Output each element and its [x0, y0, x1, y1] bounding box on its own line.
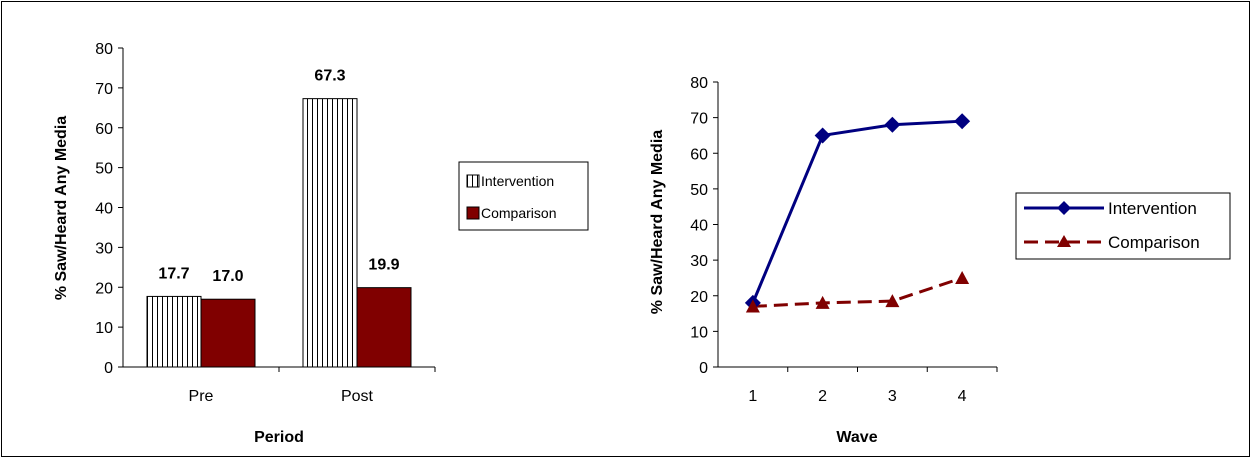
line-legend-label-intervention: Intervention — [1108, 199, 1197, 218]
line-x-axis-ticks: 1 2 3 4 — [748, 367, 998, 405]
bar-comparison-post — [356, 287, 412, 368]
bar-y-tick-label: 80 — [95, 41, 113, 58]
bar-data-labels: 17.7 67.3 17.0 19.9 — [158, 68, 399, 286]
line-y-axis-title: % Saw/Heard Any Media — [649, 130, 666, 314]
bar-intervention-post — [302, 98, 358, 368]
line-comparison — [752, 276, 963, 308]
bar-data-label: 17.7 — [158, 265, 189, 282]
bar-chart: 0 10 20 30 40 50 60 70 80 17.7 67.3 17.0 19.9 Pre Po… — [53, 41, 589, 446]
bar-x-axis-title: Period — [254, 429, 304, 446]
line-y-tick-label: 80 — [690, 75, 708, 92]
bar-data-label: 19.9 — [368, 257, 399, 274]
bar-legend: Intervention Comparison — [458, 161, 589, 231]
bar-data-label: 67.3 — [314, 68, 345, 85]
line-y-tick-label: 60 — [690, 146, 708, 163]
line-y-axis-ticks: 0 10 20 30 40 50 60 70 80 — [690, 75, 718, 377]
line-y-tick-label: 40 — [690, 218, 708, 235]
bar-y-axis-title: % Saw/Heard Any Media — [53, 116, 70, 300]
line-y-tick-label: 0 — [699, 360, 708, 377]
line-legend-triangle-icon — [1057, 235, 1071, 247]
bar-y-axis-ticks: 0 10 20 30 40 50 60 70 80 — [95, 41, 123, 377]
bar-comparison-pre — [200, 298, 256, 368]
bar-legend-label-intervention: Intervention — [481, 173, 554, 189]
bar-y-tick-label: 70 — [95, 81, 113, 98]
bar-marks — [146, 98, 412, 368]
line-x-tick-label: 4 — [958, 388, 967, 405]
bar-legend-box — [458, 161, 589, 231]
line-x-tick-label: 1 — [748, 388, 757, 405]
line-marker-intervention — [814, 127, 831, 144]
bar-data-label: 17.0 — [212, 268, 243, 285]
line-y-tick-label: 70 — [690, 111, 708, 128]
bar-intervention-pre — [146, 295, 202, 368]
line-marker-comparison — [955, 270, 970, 284]
line-legend-box — [1015, 192, 1231, 260]
line-x-tick-label: 3 — [888, 388, 897, 405]
bar-x-axis-ticks: Pre Post — [189, 367, 436, 405]
line-x-tick-label: 2 — [818, 388, 827, 405]
line-y-tick-label: 20 — [690, 289, 708, 306]
bar-x-tick-label: Pre — [189, 388, 214, 405]
bar-y-tick-label: 0 — [104, 360, 113, 377]
bar-y-tick-label: 30 — [95, 240, 113, 257]
line-markers — [744, 113, 971, 313]
line-intervention — [751, 119, 963, 304]
bar-legend-swatch-intervention — [466, 174, 480, 188]
line-series — [751, 119, 963, 308]
bar-y-tick-label: 50 — [95, 161, 113, 178]
line-y-tick-label: 50 — [690, 182, 708, 199]
bar-legend-swatch-comparison — [466, 206, 480, 220]
line-legend: Intervention Comparison — [1015, 192, 1231, 260]
bar-y-tick-label: 20 — [95, 280, 113, 297]
bar-y-tick-label: 10 — [95, 320, 113, 337]
line-marker-comparison — [885, 294, 900, 308]
bar-legend-label-comparison: Comparison — [481, 205, 556, 221]
bar-y-tick-label: 60 — [95, 121, 113, 138]
line-marker-comparison — [815, 295, 830, 309]
line-chart: 0 10 20 30 40 50 60 70 80 1 2 3 4 Wave % Saw/Heard … — [649, 75, 1231, 446]
line-legend-diamond-icon — [1057, 201, 1071, 215]
line-legend-label-comparison: Comparison — [1108, 233, 1200, 252]
bar-x-tick-label: Post — [341, 388, 374, 405]
bar-y-tick-label: 40 — [95, 201, 113, 218]
line-marker-intervention — [954, 113, 971, 130]
line-x-axis-title: Wave — [836, 429, 877, 446]
line-marker-intervention — [884, 116, 901, 133]
line-marker-comparison — [745, 299, 760, 313]
line-y-tick-label: 10 — [690, 324, 708, 341]
line-y-tick-label: 30 — [690, 253, 708, 270]
